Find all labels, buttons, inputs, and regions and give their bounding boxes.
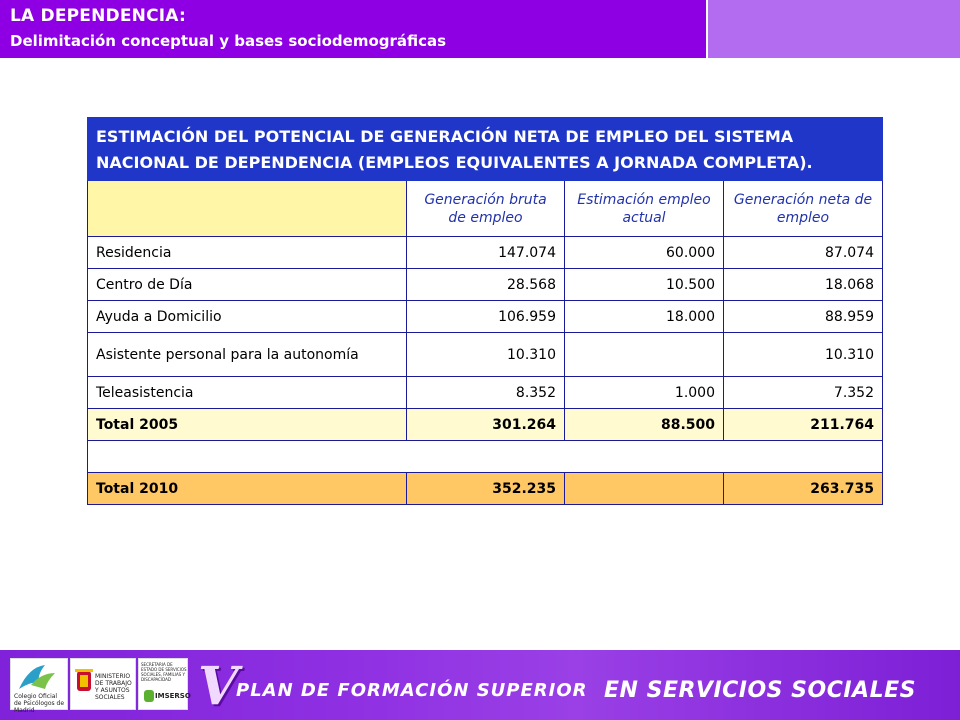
total-2005-label: Total 2005: [87, 408, 407, 441]
cell-neta: 7.352: [723, 376, 883, 409]
table-row: Asistente personal para la autonomía 10.…: [87, 332, 883, 377]
total-2005-row: Total 2005 301.264 88.500 211.764: [87, 408, 883, 441]
cell-bruta: 147.074: [406, 236, 565, 269]
logo1-text: Colegio Oficial de Psicólogos de Madrid: [14, 693, 65, 714]
cell-bruta: 106.959: [406, 300, 565, 333]
total-2005-neta: 211.764: [723, 408, 883, 441]
coat-of-arms-icon: [75, 669, 93, 691]
table-row: Teleasistencia 8.352 1.000 7.352: [87, 376, 883, 409]
logo2-text: MINISTERIO DE TRABAJO Y ASUNTOS SOCIALES: [95, 673, 132, 701]
imserso-logo: SECRETARIA DE ESTADO DE SERVICIOS SOCIAL…: [138, 658, 191, 710]
cell-neta: 87.074: [723, 236, 883, 269]
imserso-icon: [144, 690, 154, 702]
table-header-row: Generación bruta de empleo Estimación em…: [87, 180, 883, 237]
header-right-panel: [706, 0, 960, 58]
table-row: Centro de Día 28.568 10.500 18.068: [87, 268, 883, 301]
total-2010-neta: 263.735: [723, 472, 883, 505]
employment-table: ESTIMACIÓN DEL POTENCIAL DE GENERACIÓN N…: [87, 117, 883, 505]
row-label: Asistente personal para la autonomía: [87, 332, 407, 377]
total-2010-bruta: 352.235: [406, 472, 565, 505]
header-subtitle: Delimitación conceptual y bases sociodem…: [10, 32, 447, 50]
cell-neta: 18.068: [723, 268, 883, 301]
table-row: Residencia 147.074 60.000 87.074: [87, 236, 883, 269]
blank-row: [87, 440, 883, 473]
table-title: ESTIMACIÓN DEL POTENCIAL DE GENERACIÓN N…: [87, 117, 883, 181]
roman-numeral: V: [198, 656, 239, 717]
ministerio-logo: MINISTERIO DE TRABAJO Y ASUNTOS SOCIALES: [70, 658, 136, 710]
total-2010-row: Total 2010 352.235 263.735: [87, 472, 883, 505]
cell-actual: 18.000: [564, 300, 724, 333]
row-label: Residencia: [87, 236, 407, 269]
total-2010-label: Total 2010: [87, 472, 407, 505]
table-row: Ayuda a Domicilio 106.959 18.000 88.959: [87, 300, 883, 333]
cell-neta: 10.310: [723, 332, 883, 377]
logo3-text: SECRETARIA DE ESTADO DE SERVICIOS SOCIAL…: [141, 662, 187, 682]
row-label: Teleasistencia: [87, 376, 407, 409]
blank-cell: [87, 440, 883, 473]
cell-actual: 10.500: [564, 268, 724, 301]
header-empty-cell: [87, 180, 407, 237]
psicologos-logo: Colegio Oficial de Psicólogos de Madrid: [10, 658, 68, 714]
row-label: Ayuda a Domicilio: [87, 300, 407, 333]
cell-bruta: 8.352: [406, 376, 565, 409]
table-title-row: ESTIMACIÓN DEL POTENCIAL DE GENERACIÓN N…: [87, 117, 883, 181]
footer-plan-text: PLAN DE FORMACIÓN SUPERIOR: [236, 680, 588, 701]
cell-actual: [564, 332, 724, 377]
footer-banner: Colegio Oficial de Psicólogos de Madrid …: [0, 650, 960, 720]
col-header-actual: Estimación empleo actual: [564, 180, 724, 237]
header-title: LA DEPENDENCIA:: [10, 6, 186, 26]
cell-bruta: 10.310: [406, 332, 565, 377]
cell-actual: 60.000: [564, 236, 724, 269]
bird-icon: [19, 665, 55, 689]
cell-neta: 88.959: [723, 300, 883, 333]
total-2010-actual: [564, 472, 724, 505]
col-header-bruta: Generación bruta de empleo: [406, 180, 565, 237]
col-header-neta: Generación neta de empleo: [723, 180, 883, 237]
logo3-brand: IMSERSO: [155, 692, 191, 700]
total-2005-actual: 88.500: [564, 408, 724, 441]
cell-bruta: 28.568: [406, 268, 565, 301]
footer-area-text: EN SERVICIOS SOCIALES: [604, 678, 916, 703]
header-banner: LA DEPENDENCIA: Delimitación conceptual …: [0, 0, 960, 58]
row-label: Centro de Día: [87, 268, 407, 301]
total-2005-bruta: 301.264: [406, 408, 565, 441]
header-left-panel: LA DEPENDENCIA: Delimitación conceptual …: [0, 0, 706, 58]
cell-actual: 1.000: [564, 376, 724, 409]
